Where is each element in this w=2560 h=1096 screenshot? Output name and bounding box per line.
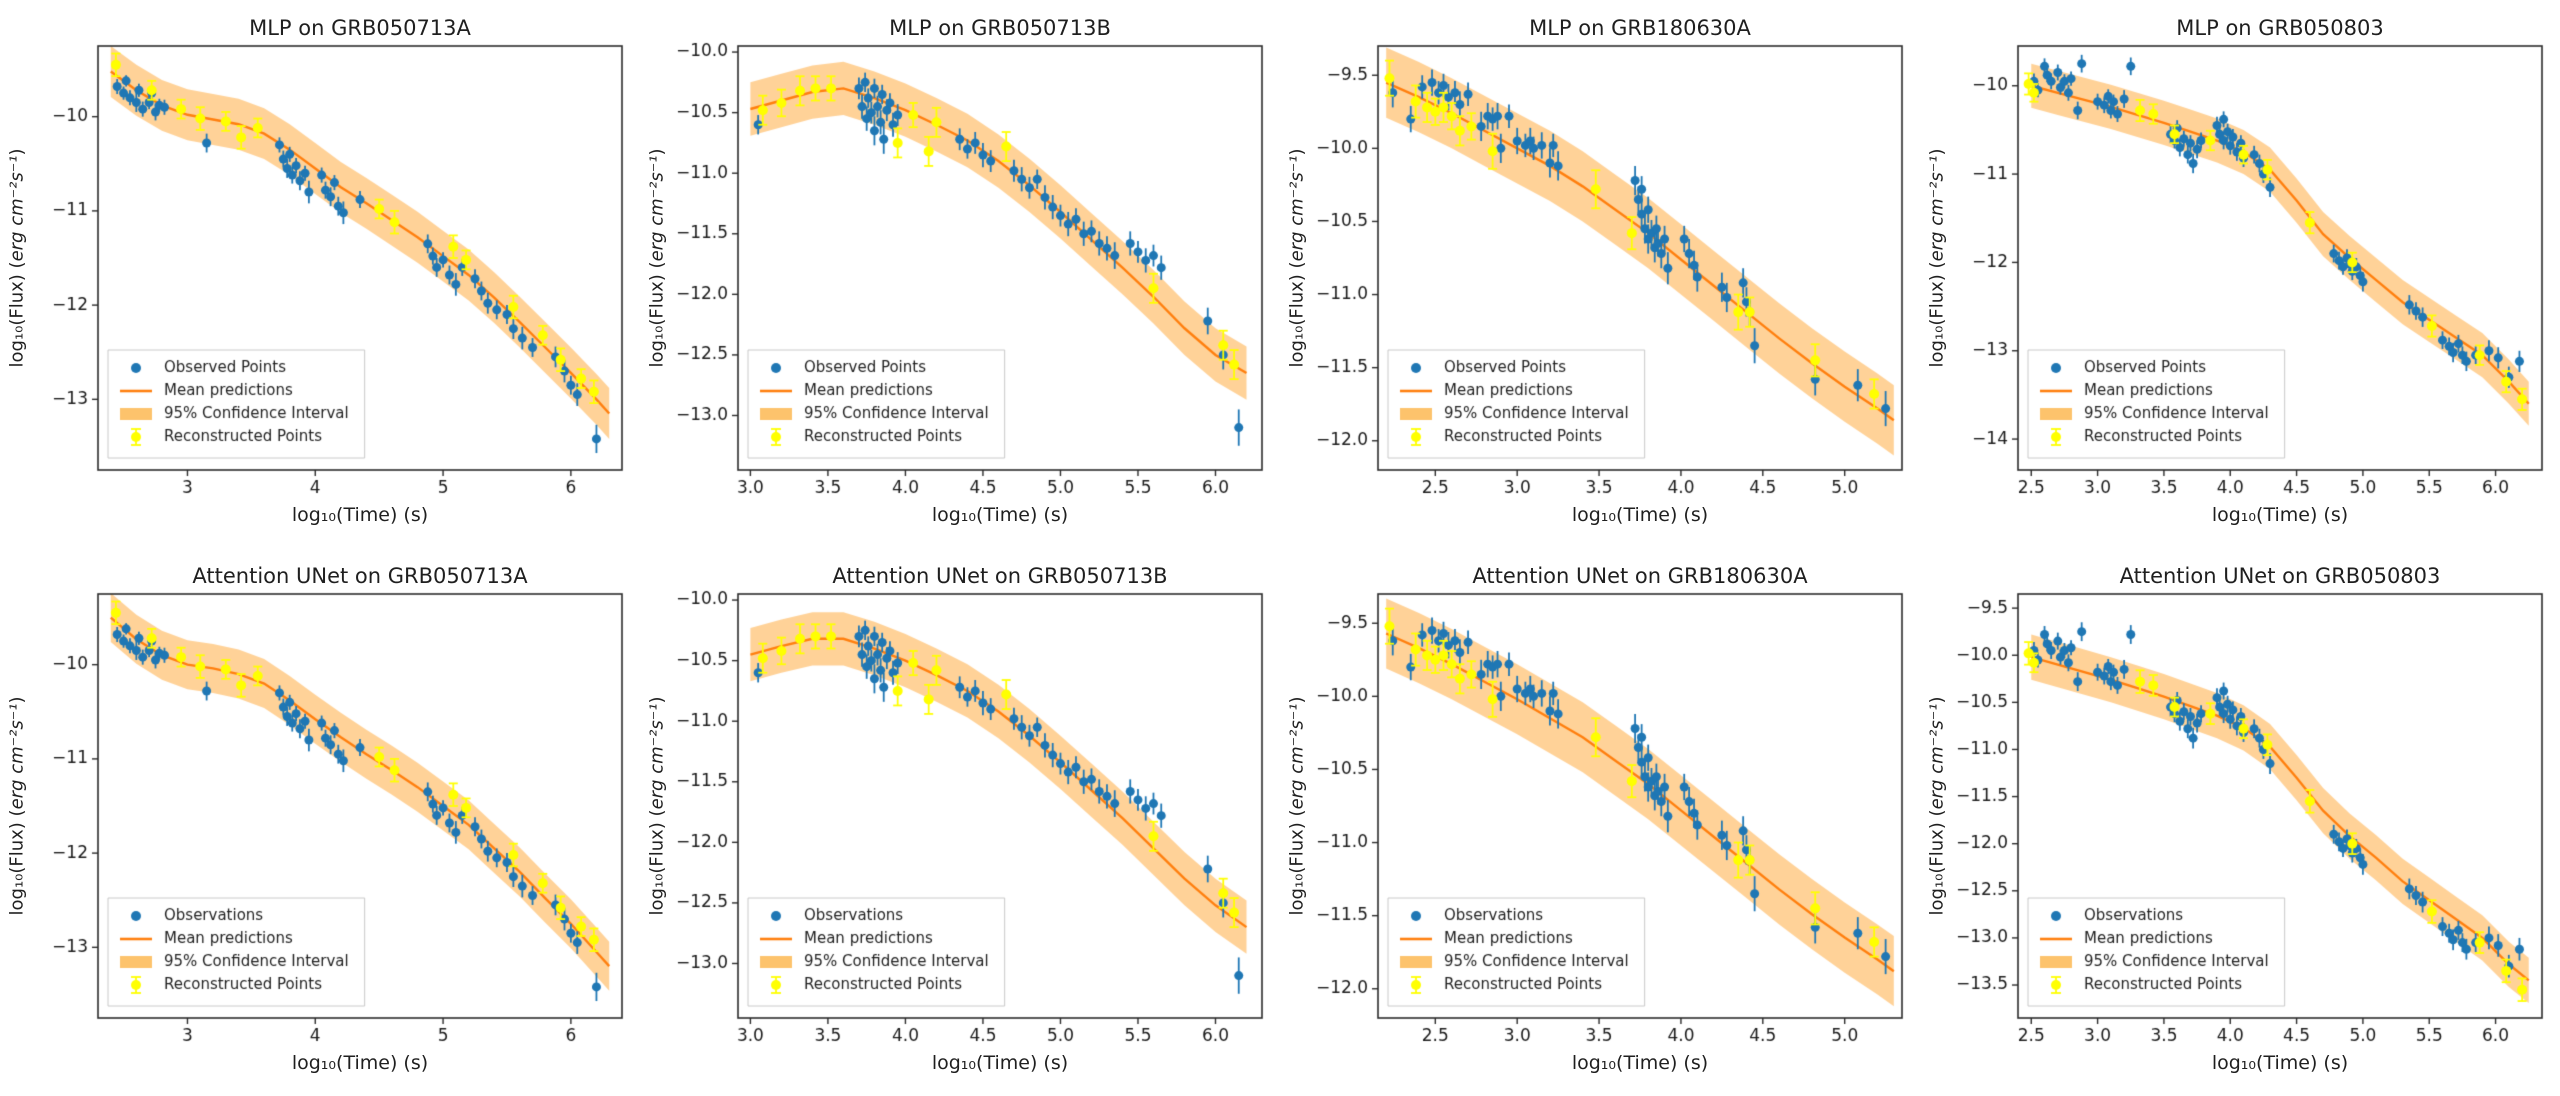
chart-panel: Attention UNet on GRB050803 log₁₀(Flux) … (1920, 548, 2560, 1096)
chart-title: Attention UNet on GRB050713B (832, 564, 1168, 588)
chart-canvas (640, 0, 1280, 548)
chart-canvas (1280, 0, 1920, 548)
chart-title: Attention UNet on GRB050713A (192, 564, 528, 588)
chart-title: Attention UNet on GRB180630A (1472, 564, 1808, 588)
x-axis-label: log₁₀(Time) (s) (1571, 1052, 1709, 1074)
chart-panel: MLP on GRB050713A log₁₀(Flux) (erg cm⁻²s… (0, 0, 640, 548)
chart-canvas (0, 0, 640, 548)
y-axis-label: log₁₀(Flux) (erg cm⁻²s⁻¹) (1286, 148, 1308, 368)
x-axis-label: log₁₀(Time) (s) (931, 1052, 1069, 1074)
chart-title: MLP on GRB050803 (2176, 16, 2384, 40)
x-axis-label: log₁₀(Time) (s) (1571, 504, 1709, 526)
chart-panel: Attention UNet on GRB050713B log₁₀(Flux)… (640, 548, 1280, 1096)
chart-panel: MLP on GRB050713B log₁₀(Flux) (erg cm⁻²s… (640, 0, 1280, 548)
y-axis-label: log₁₀(Flux) (erg cm⁻²s⁻¹) (6, 148, 28, 368)
chart-title: Attention UNet on GRB050803 (2119, 564, 2441, 588)
chart-panel: MLP on GRB050803 log₁₀(Flux) (erg cm⁻²s⁻… (1920, 0, 2560, 548)
chart-canvas (640, 548, 1280, 1096)
y-axis-label: log₁₀(Flux) (erg cm⁻²s⁻¹) (1926, 696, 1948, 916)
x-axis-label: log₁₀(Time) (s) (931, 504, 1069, 526)
x-axis-label: log₁₀(Time) (s) (291, 1052, 429, 1074)
chart-panel: Attention UNet on GRB050713A log₁₀(Flux)… (0, 548, 640, 1096)
chart-canvas (0, 548, 640, 1096)
y-axis-label: log₁₀(Flux) (erg cm⁻²s⁻¹) (646, 696, 668, 916)
chart-panel: MLP on GRB180630A log₁₀(Flux) (erg cm⁻²s… (1280, 0, 1920, 548)
y-axis-label: log₁₀(Flux) (erg cm⁻²s⁻¹) (1286, 696, 1308, 916)
x-axis-label: log₁₀(Time) (s) (291, 504, 429, 526)
chart-canvas (1280, 548, 1920, 1096)
x-axis-label: log₁₀(Time) (s) (2211, 1052, 2349, 1074)
y-axis-label: log₁₀(Flux) (erg cm⁻²s⁻¹) (6, 696, 28, 916)
y-axis-label: log₁₀(Flux) (erg cm⁻²s⁻¹) (1926, 148, 1948, 368)
x-axis-label: log₁₀(Time) (s) (2211, 504, 2349, 526)
chart-title: MLP on GRB050713A (249, 16, 471, 40)
chart-title: MLP on GRB050713B (889, 16, 1111, 40)
chart-canvas (1920, 548, 2560, 1096)
chart-canvas (1920, 0, 2560, 548)
chart-panel: Attention UNet on GRB180630A log₁₀(Flux)… (1280, 548, 1920, 1096)
y-axis-label: log₁₀(Flux) (erg cm⁻²s⁻¹) (646, 148, 668, 368)
chart-title: MLP on GRB180630A (1529, 16, 1751, 40)
